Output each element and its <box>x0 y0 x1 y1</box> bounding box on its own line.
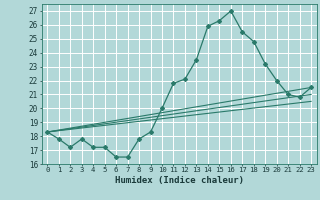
X-axis label: Humidex (Indice chaleur): Humidex (Indice chaleur) <box>115 176 244 185</box>
